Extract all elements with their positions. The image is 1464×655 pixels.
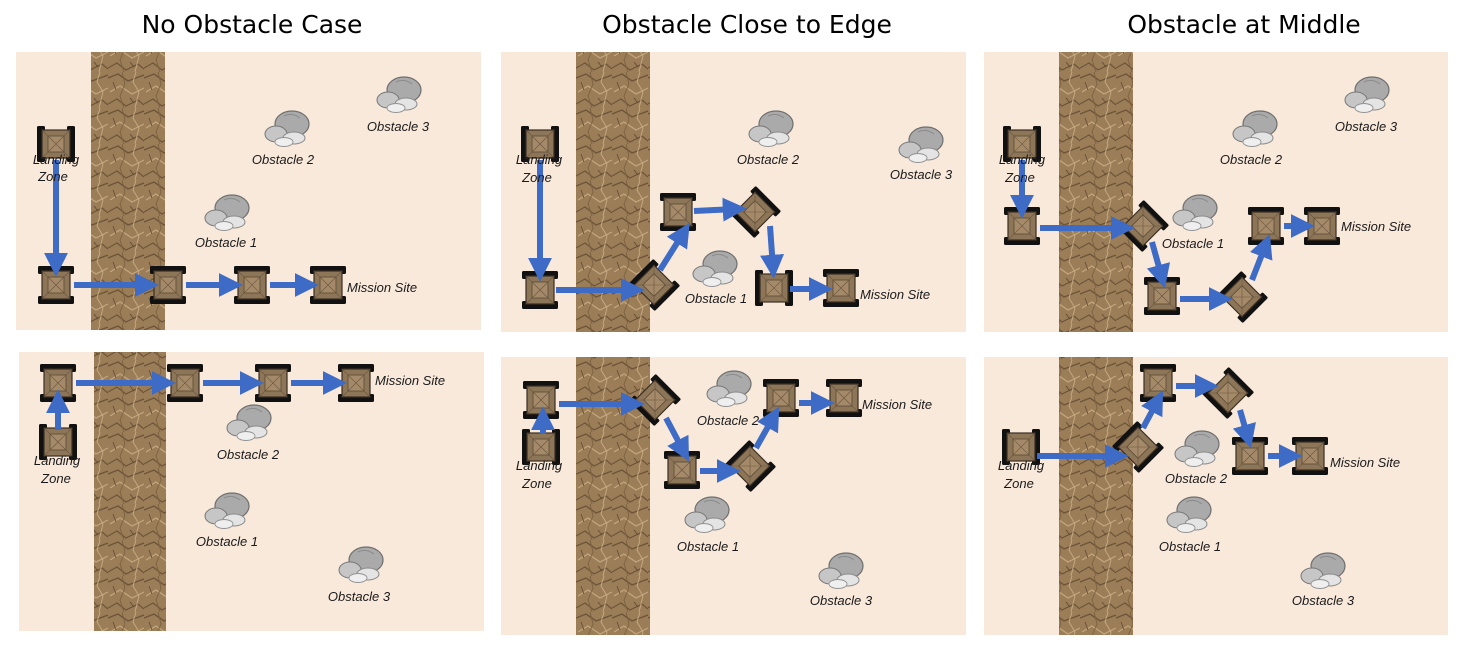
rover [1003,206,1041,246]
rover [1139,363,1177,403]
rover [521,270,559,310]
panel-close-to-edge-bottom: Landing Zone Obstacle 2 Obstacle 1 Obsta… [501,357,966,635]
obstacle-2-label: Obstacle 2 [217,447,280,462]
landing-zone-label: Zone [521,170,552,185]
rover [37,265,75,305]
landing-zone-label: Zone [1003,476,1034,491]
obstacle-1-label: Obstacle 1 [1159,539,1221,554]
obstacle-2-label: Obstacle 2 [737,152,800,167]
obstacle-2-label: Obstacle 2 [697,413,760,428]
obstacle-2-label: Obstacle 2 [1165,471,1228,486]
obstacle-1-label: Obstacle 1 [196,534,258,549]
rover [254,363,292,403]
obstacle-1-label: Obstacle 1 [195,235,257,250]
rover [659,192,697,232]
rover [39,363,77,403]
landing-zone-label: Landing [999,152,1046,167]
obstacle-2-label: Obstacle 2 [252,152,315,167]
obstacle-1-label: Obstacle 1 [677,539,739,554]
mission-site-label: Mission Site [862,397,932,412]
rough-terrain-strip [1059,357,1133,635]
obstacle-1-label: Obstacle 1 [685,291,747,306]
rover [1303,206,1341,246]
rover [149,265,187,305]
obstacle-1-label: Obstacle 1 [1162,236,1224,251]
obstacle-3-label: Obstacle 3 [810,593,873,608]
obstacle-2-label: Obstacle 2 [1220,152,1283,167]
path-arrows [531,391,835,483]
mission-site-label: Mission Site [375,373,445,388]
panel-no-obstacle-top: Landing Zone Obstacle 2 Obstacle 3 Obsta… [16,52,481,330]
rover [1231,436,1269,476]
panel-at-middle-bottom: Landing Zone Obstacle 2 Obstacle 1 Obsta… [984,357,1448,635]
rover [233,265,271,305]
rover [762,378,800,418]
column-title-at-middle: Obstacle at Middle [1127,10,1360,39]
rover [166,363,204,403]
rover [522,380,560,420]
landing-zone-label: Landing [33,152,80,167]
landing-zone-label: Zone [1004,170,1035,185]
rough-terrain-strip [94,352,166,631]
mission-site-label: Mission Site [347,280,417,295]
obstacle-3-label: Obstacle 3 [1292,593,1355,608]
mission-site-label: Mission Site [1341,219,1411,234]
rover [1291,436,1329,476]
landing-zone-label: Zone [521,476,552,491]
path-arrows [528,160,833,302]
rough-terrain-strip [1059,52,1133,332]
path-arrows [46,371,347,430]
column-title-no-obstacle: No Obstacle Case [142,10,363,39]
landing-zone-label: Landing [516,458,563,473]
obstacle-3-label: Obstacle 3 [1335,119,1398,134]
rover [754,269,794,307]
landing-zone-label: Zone [40,471,71,486]
panel-at-middle-top: Landing Zone Obstacle 2 Obstacle 3 Obsta… [984,52,1448,332]
rover [1143,276,1181,316]
rover [663,450,701,490]
column-title-close-to-edge: Obstacle Close to Edge [602,10,892,39]
landing-zone-label: Landing [998,458,1045,473]
rover [825,378,863,418]
path-arrows [44,160,319,297]
landing-zone-label: Landing [34,453,81,468]
mission-site-label: Mission Site [1330,455,1400,470]
rover [1247,206,1285,246]
mission-site-label: Mission Site [860,287,930,302]
landing-zone-label: Landing [516,152,563,167]
landing-zone-label: Zone [37,169,68,184]
obstacle-3-label: Obstacle 3 [367,119,430,134]
rover [822,268,860,308]
rover [309,265,347,305]
rover [337,363,375,403]
path-arrows [1037,374,1303,468]
obstacle-3-label: Obstacle 3 [328,589,391,604]
path-arrows [1010,160,1315,311]
panel-close-to-edge-top: Landing Zone Obstacle 2 Obstacle 3 Obsta… [501,52,966,332]
obstacle-3-label: Obstacle 3 [890,167,953,182]
panel-no-obstacle-bottom: Landing Zone Obstacle 2 Obstacle 1 Obsta… [19,352,484,631]
